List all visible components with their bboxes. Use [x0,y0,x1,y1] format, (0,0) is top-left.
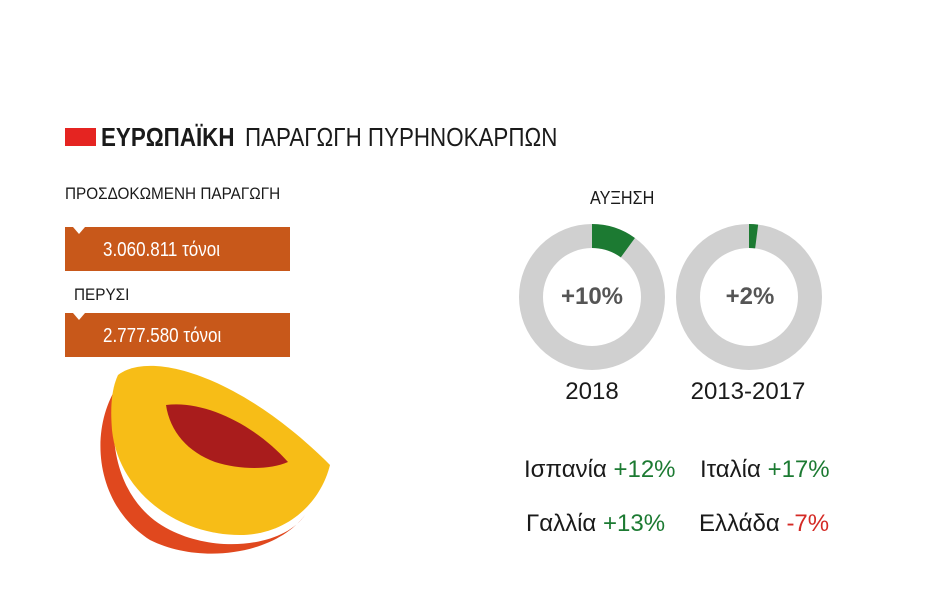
donut-year-label: 2013-2017 [690,378,806,405]
donut-center-text: +2% [725,283,775,310]
donut-value-arc [591,224,635,258]
country-change: -7% [786,510,830,537]
last-year-box: 2.777.580 τόνοι [65,313,290,357]
title-regular: ΠΑΡΑΓΩΓΗ ΠΥΡΗΝΟΚΑΡΠΩΝ [245,121,558,152]
country-name: Ελλάδα [699,510,780,537]
country-change: +12% [613,456,676,483]
country-row: Γαλλία +13% [526,510,665,538]
title-bold: ΕΥΡΩΠΑΪΚΗ [101,121,235,152]
growth-label: ΑΥΞΗΣΗ [590,188,655,208]
title-accent-square [65,128,96,146]
country-name: Γαλλία [526,510,597,537]
box-notch [73,313,85,320]
country-name: Ισπανία [524,456,607,483]
country-change: +17% [767,456,830,483]
page-title: ΕΥΡΩΠΑΪΚΗ ΠΑΡΑΓΩΓΗ ΠΥΡΗΝΟΚΑΡΠΩΝ [65,122,608,152]
expected-production-label: ΠΡΟΣΔΟΚΩΜΕΝΗ ΠΑΡΑΓΩΓΗ [65,184,281,203]
expected-production-value: 3.060.811 τόνοι [103,239,220,261]
expected-production-box: 3.060.811 τόνοι [65,227,290,271]
country-row: Ισπανία +12% [524,456,676,484]
donut-center-text: +10% [560,283,624,310]
box-notch [73,227,85,234]
country-row: Ιταλία +17% [700,456,830,484]
last-year-label: ΠΕΡΥΣΙ [74,285,130,304]
last-year-value: 2.777.580 τόνοι [103,325,222,347]
country-row: Ελλάδα -7% [699,510,829,538]
country-name: Ιταλία [700,456,761,483]
donut-year-label: 2018 [565,378,619,405]
country-change: +13% [602,510,666,537]
